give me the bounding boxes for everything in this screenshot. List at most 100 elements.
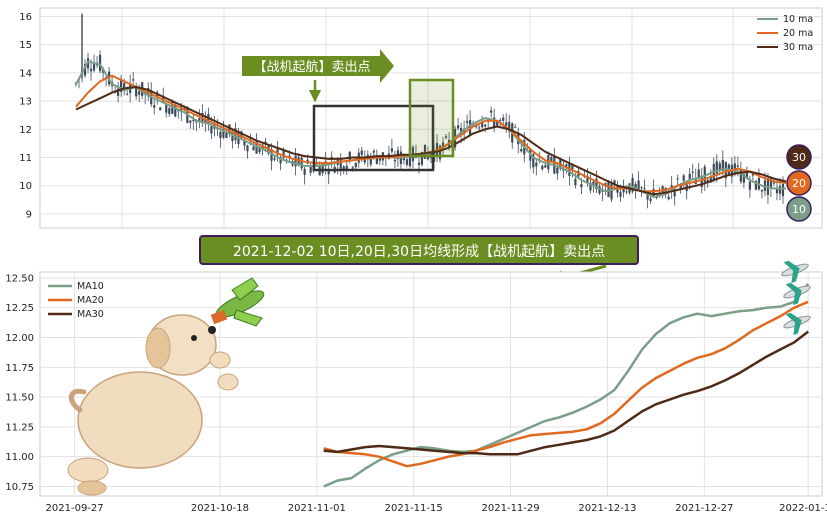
candle-body [390,148,393,152]
candle-body [736,165,739,167]
candle-body [490,110,493,113]
candle-body [682,175,685,181]
bottom-y-tick-label: 12.00 [5,333,34,344]
airplane-icons [781,260,811,336]
candle-body [348,151,351,161]
top-legend: 10 ma 20 ma 30 ma [757,14,813,53]
candle-body [153,105,156,108]
candle-body [138,91,141,95]
candle-body [231,131,234,142]
candle-body [363,158,366,163]
candle-body [456,125,460,129]
candle-body [438,145,442,160]
candle-body [499,119,502,121]
candle-body [282,150,285,158]
candle-body [610,184,613,200]
candle-body [89,68,93,72]
candle-body [345,165,348,170]
candle-body [631,178,634,192]
candle-body [132,79,135,81]
sell-point-arrow-label: 【战机起航】卖出点 [242,49,394,103]
candle-body [769,178,773,189]
candle-body [297,157,300,166]
candle-body [739,168,742,182]
top-moving-average-lines [75,60,787,199]
bottom-y-tick-label: 12.25 [5,303,34,314]
candle-body [98,54,102,71]
candle-body [466,121,469,123]
candle-body [375,156,378,164]
candle-body [679,185,682,190]
candle-body [481,122,484,128]
legend-label-30ma: 30 ma [783,42,813,53]
candle-body [709,176,712,183]
bottom-x-tick-label: 2021-12-27 [675,503,733,514]
candle-body [673,189,676,197]
candle-body [159,107,162,111]
plane-wing-bottom [233,309,263,327]
candle-body [760,189,764,192]
bottom-x-tick-label: 2021-12-13 [578,503,636,514]
banner-text: 2021-12-02 10日,20日,30日均线形成【战机起航】卖出点 [233,244,605,260]
top-y-tick-label: 13 [19,97,32,108]
candle-body [210,126,213,134]
candle-body [598,186,601,194]
candle-body [532,154,535,168]
candle-body [751,173,755,176]
candle-body [619,192,622,197]
badge-30-label: 30 [792,151,806,164]
badge-20-label: 20 [792,177,806,190]
banner-box [199,235,639,265]
puppy-hind-leg [67,457,109,483]
green-plane-toy-icon [210,277,265,327]
candle-body [478,127,481,129]
candle-body [273,158,276,160]
candle-body [565,164,568,167]
candle-body [135,85,138,97]
legend-label-MA20: MA20 [77,295,104,306]
candle-body [505,122,508,126]
candle-body [652,188,655,197]
candle-body [778,185,782,194]
arrow-label-shape [242,49,394,83]
top-gridlines [40,8,822,228]
puppy-ear [145,327,171,369]
legend-label-10ma: 10 ma [783,14,813,25]
top-y-tick-label: 15 [19,40,32,51]
candle-body [405,159,409,165]
plane-orange-part [210,309,228,325]
candle-body [502,117,505,121]
bottom-moving-average-lines [323,283,810,488]
puppy-body [77,371,203,469]
candle-body [688,173,691,181]
top-y-tick-label: 10 [19,181,32,192]
puppy-eye [191,335,197,341]
candle-body [204,118,207,123]
candle-body [294,155,297,167]
candle-body [586,175,589,183]
candle-body [643,188,646,190]
bottom-x-tick-label: 2022-01-11 [779,503,827,514]
candle-body [372,150,375,153]
candle-body [715,161,718,174]
bottom-y-tick-label: 12.50 [5,273,34,284]
candle-body [168,108,171,114]
consolidation-box [312,104,435,172]
candle-body [613,180,616,185]
candle-body [192,119,195,122]
top-price-chart: 9 10 11 12 13 14 15 16 【战机起航】卖出点 10 ma 20 ma 30… [19,7,823,229]
candle-body [246,145,249,152]
candle-body [420,151,424,165]
puppy-tail [68,388,87,413]
top-y-tick-label: 16 [19,12,32,23]
candle-body [339,159,342,169]
candle-body [462,128,466,135]
candle-body [667,196,670,200]
candle-body [700,175,703,188]
candle-body [441,142,445,148]
candle-body [354,162,357,168]
candle-body [721,159,724,171]
candle-body [484,124,487,127]
candle-body [556,167,559,174]
candle-body [781,183,785,197]
